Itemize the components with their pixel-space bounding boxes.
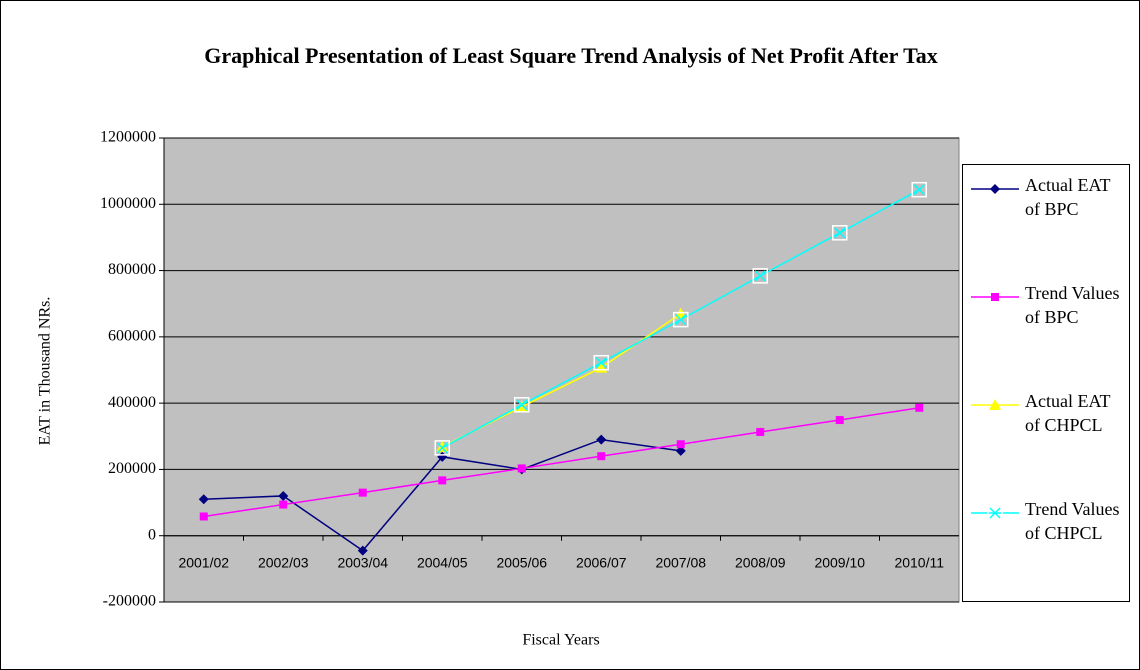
legend-swatch [971, 293, 1019, 301]
data-point [675, 445, 686, 456]
legend-marker [990, 184, 1000, 194]
plot-area [163, 137, 960, 603]
data-point [597, 452, 606, 461]
x-tick-label: 2001/02 [178, 554, 229, 570]
marker-x [989, 507, 1001, 519]
x-tick-label: 2008/09 [735, 554, 786, 570]
legend-label: Trend Values of CHPCL [1025, 499, 1120, 543]
marker-box [673, 311, 689, 328]
legend-swatch [971, 399, 1019, 410]
marker-box [832, 225, 848, 241]
legend-swatch [971, 184, 1019, 194]
data-point [673, 311, 689, 328]
y-tick-label: 400000 [108, 394, 156, 411]
y-tick-label: 1000000 [100, 195, 156, 212]
marker-box [514, 397, 530, 413]
x-tick-label: 2006/07 [576, 554, 627, 570]
x-tick-label: 2005/06 [496, 554, 547, 570]
series [199, 403, 924, 521]
x-tick-label: 2009/10 [814, 554, 865, 570]
data-point [593, 354, 609, 371]
x-tick-label: 2010/11 [894, 554, 944, 570]
data-point [357, 545, 368, 556]
legend-marker [989, 399, 1001, 410]
marker-x [436, 442, 448, 454]
marker-box [911, 181, 927, 198]
x-tick-label: 2003/04 [337, 554, 388, 570]
data-point [596, 434, 607, 445]
data-point [515, 400, 528, 412]
data-point [676, 440, 685, 449]
data-point [358, 488, 367, 497]
marker-box [752, 268, 768, 284]
y-tick-label: 800000 [108, 261, 156, 278]
data-point [835, 416, 844, 425]
legend-label: Actual EAT of BPC [1025, 175, 1111, 219]
data-point [517, 464, 526, 473]
data-point [756, 427, 765, 436]
y-tick-label: 1200000 [100, 129, 156, 146]
y-axis-label: EAT in Thousand NRs. [37, 297, 54, 446]
data-point [199, 512, 208, 521]
marker-box [593, 354, 609, 371]
y-tick-label: 200000 [108, 460, 156, 477]
data-point [198, 494, 209, 505]
data-point [915, 403, 924, 412]
data-point [278, 490, 289, 501]
data-point [911, 181, 927, 198]
series [198, 434, 686, 556]
data-point [752, 268, 768, 284]
marker-x [913, 184, 925, 196]
legend: Actual EAT of BPC Trend Values of BPC Actu… [962, 164, 1130, 602]
legend-marker [991, 293, 999, 301]
data-point [434, 440, 450, 456]
y-tick-label: 0 [148, 526, 156, 543]
marker-box [987, 505, 1003, 521]
x-axis-label: Fiscal Years [522, 632, 599, 649]
data-point [438, 476, 447, 485]
legend-marker [987, 505, 1003, 521]
x-tick-label: 2002/03 [258, 554, 309, 570]
marker-x [516, 399, 528, 411]
y-tick-label: 600000 [108, 328, 156, 345]
chart-title: Graphical Presentation of Least Square T… [204, 43, 938, 68]
data-point [832, 225, 848, 241]
data-point [436, 440, 449, 452]
legend-label: Actual EAT of CHPCL [1025, 391, 1111, 435]
marker-x [834, 227, 846, 239]
marker-box [434, 440, 450, 456]
legend-swatch [971, 505, 1019, 521]
series-line [203, 407, 920, 518]
marker-x [675, 314, 687, 326]
x-tick-label: 2007/08 [655, 554, 706, 570]
series [434, 181, 927, 456]
data-point [514, 397, 530, 413]
y-tick-label: -200000 [103, 593, 156, 610]
data-point [279, 500, 288, 509]
marker-x [595, 357, 607, 369]
marker-x [754, 270, 766, 282]
legend-label: Trend Values of BPC [1025, 283, 1120, 327]
x-tick-label: 2004/05 [417, 554, 468, 570]
